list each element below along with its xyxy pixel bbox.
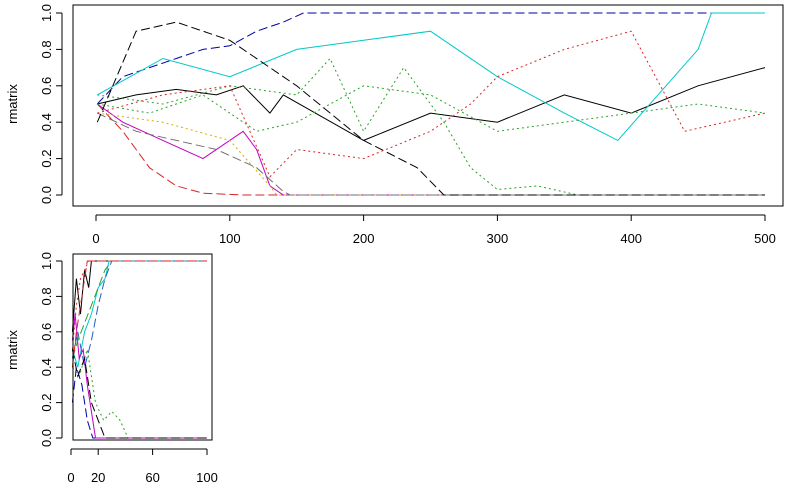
top-axes: 0.0 0.2 0.4 0.6 0.8 1.0 0 100 200 300 400 500 — [39, 4, 776, 246]
series-line-0 — [97, 67, 766, 141]
series-line-0 — [71, 260, 207, 332]
series-line-2 — [72, 349, 207, 439]
x-tick-label: 60 — [145, 470, 159, 485]
bottom-y-axis-label: rmatrix — [5, 330, 20, 370]
y-tick-label: 0.0 — [39, 186, 54, 204]
x-tick-label: 500 — [754, 231, 776, 246]
series-line-5 — [71, 314, 207, 439]
x-tick-label: 20 — [91, 470, 105, 485]
series-line-5 — [97, 103, 765, 196]
y-tick-label: 1.0 — [39, 4, 54, 22]
series-line-1 — [96, 103, 765, 196]
series-line-10 — [97, 85, 766, 132]
x-tick-label: 0 — [67, 470, 74, 485]
y-tick-label: 0.6 — [39, 323, 54, 341]
x-tick-label: 100 — [219, 231, 241, 246]
y-tick-label: 0.4 — [39, 358, 54, 376]
bottom-series-layer — [71, 260, 207, 439]
x-tick-label: 300 — [487, 231, 509, 246]
top-series-layer — [96, 12, 766, 196]
x-tick-label: 200 — [353, 231, 375, 246]
series-line-9 — [71, 260, 207, 368]
series-line-6 — [71, 260, 207, 368]
y-tick-label: 0.0 — [39, 429, 54, 447]
y-tick-label: 0.8 — [39, 287, 54, 305]
y-tick-label: 1.0 — [39, 252, 54, 270]
x-tick-label: 100 — [196, 470, 218, 485]
x-tick-label: 400 — [620, 231, 642, 246]
series-line-8 — [71, 260, 207, 359]
series-line-6 — [97, 112, 765, 196]
bottom-plot-frame — [72, 253, 213, 441]
top-chart: 0.0 0.2 0.4 0.6 0.8 1.0 0 100 200 300 400 500 rmatr… — [5, 4, 784, 246]
bottom-axes: 0.0 0.2 0.4 0.6 0.8 1.0 0 20 60 100 — [39, 252, 218, 485]
y-tick-label: 0.8 — [39, 40, 54, 58]
y-tick-label: 0.6 — [39, 77, 54, 95]
y-tick-label: 0.4 — [39, 113, 54, 131]
series-line-4 — [97, 12, 765, 142]
top-plot-frame — [72, 4, 784, 207]
series-line-4 — [71, 260, 207, 368]
x-tick-label: 0 — [92, 231, 99, 246]
series-line-2 — [97, 57, 765, 196]
y-tick-label: 0.2 — [39, 150, 54, 168]
series-line-8 — [96, 21, 765, 196]
series-line-7 — [97, 112, 765, 196]
series-line-7 — [71, 349, 207, 439]
series-line-1 — [71, 260, 207, 350]
bottom-chart: 0.0 0.2 0.4 0.6 0.8 1.0 0 20 60 100 rmatrix — [5, 252, 218, 485]
y-tick-label: 0.2 — [39, 394, 54, 412]
series-line-3 — [96, 12, 765, 105]
series-line-3 — [71, 367, 207, 439]
series-line-9 — [97, 30, 766, 178]
top-y-axis-label: rmatrix — [5, 84, 20, 124]
